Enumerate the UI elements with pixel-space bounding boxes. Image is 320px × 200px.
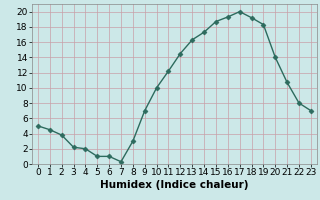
X-axis label: Humidex (Indice chaleur): Humidex (Indice chaleur): [100, 180, 249, 190]
